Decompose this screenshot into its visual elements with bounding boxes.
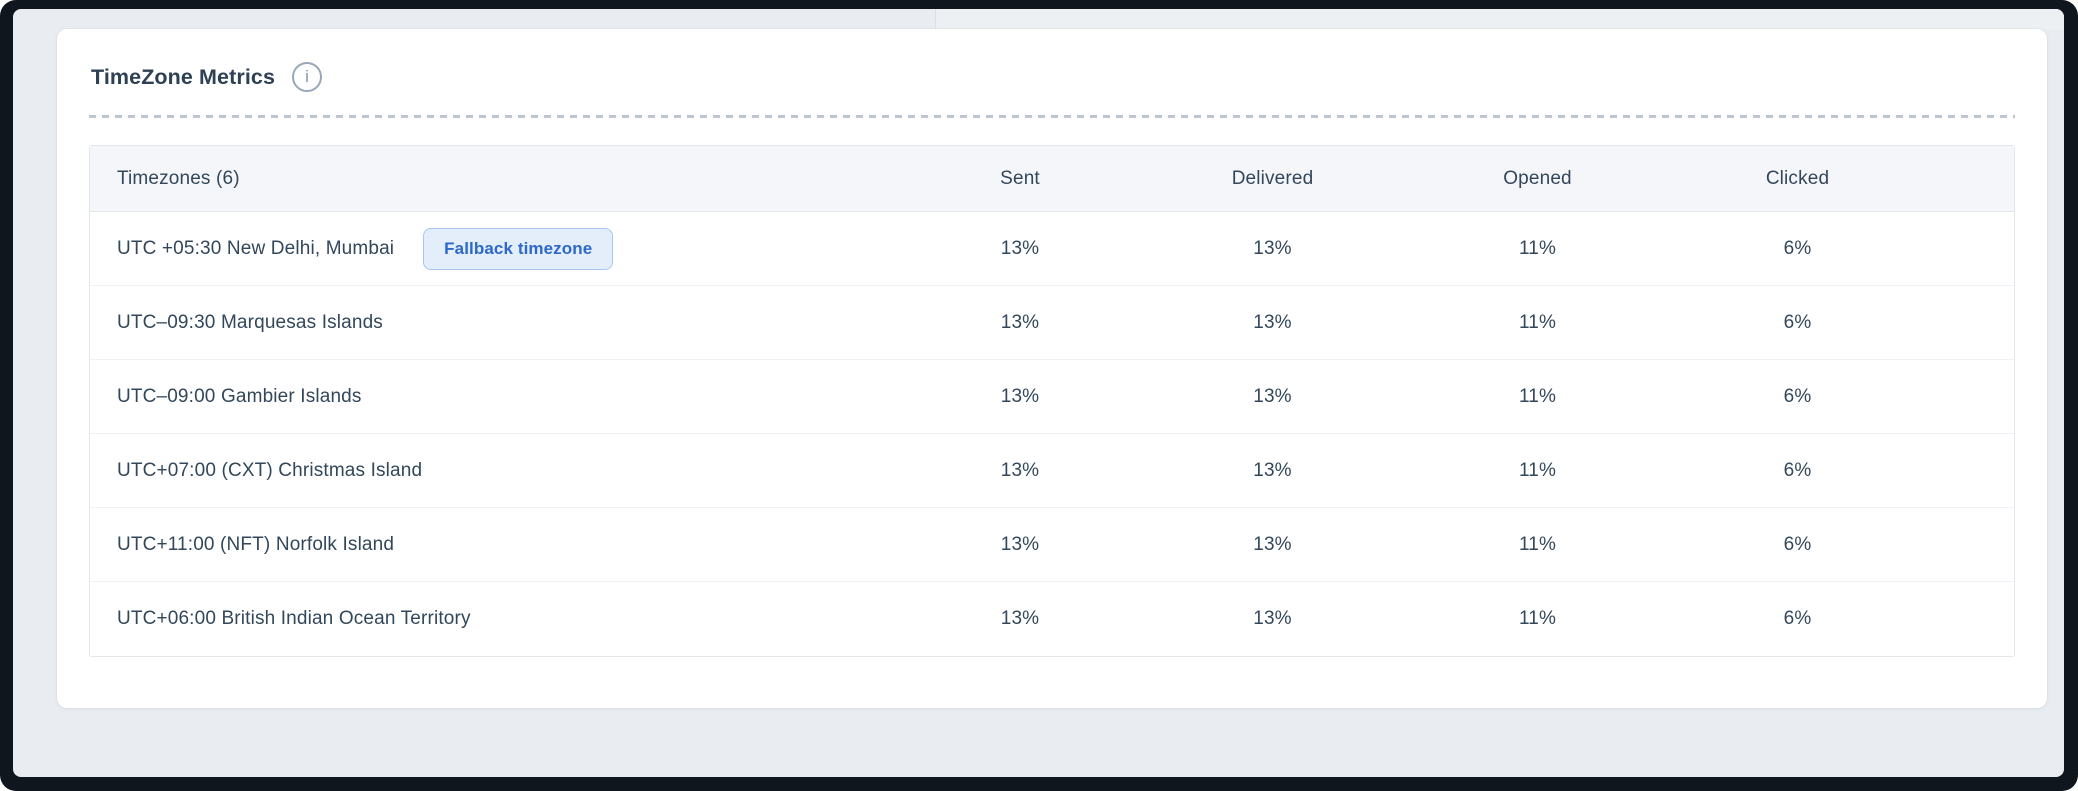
info-icon[interactable]: i <box>292 62 323 92</box>
opened-value: 11% <box>1518 459 1557 481</box>
top-strip <box>936 9 2064 29</box>
timezone-cell: UTC+07:00 (CXT) Christmas Island <box>117 460 895 482</box>
column-header-sent: Sent <box>1000 167 1040 189</box>
timezone-cell: UTC +05:30 New Delhi, Mumbai Fallback ti… <box>117 227 895 270</box>
timezone-cell: UTC–09:30 Marquesas Islands <box>117 312 895 334</box>
opened-value: 11% <box>1518 533 1557 555</box>
timezone-cell: UTC–09:00 Gambier Islands <box>117 386 895 408</box>
table-row: UTC+06:00 British Indian Ocean Territory… <box>90 582 2014 656</box>
column-header-opened: Opened <box>1503 167 1572 189</box>
table-row: UTC+07:00 (CXT) Christmas Island 13% 13%… <box>90 434 2014 508</box>
table-row: UTC–09:00 Gambier Islands 13% 13% 11% 6% <box>90 360 2014 434</box>
table-header-row: Timezones (6) Sent Delivered Opened Clic… <box>90 146 2014 212</box>
column-header-clicked: Clicked <box>1765 167 1830 189</box>
timezone-label: UTC+06:00 British Indian Ocean Territory <box>117 608 471 629</box>
card-header: TimeZone Metrics i <box>89 62 2015 92</box>
timezone-label: UTC–09:30 Marquesas Islands <box>117 311 383 333</box>
fallback-timezone-badge: Fallback timezone <box>423 227 614 270</box>
sent-value: 13% <box>1000 533 1040 555</box>
delivered-value: 13% <box>1253 608 1292 629</box>
page-background: TimeZone Metrics i Timezones (6) Sent De… <box>13 9 2064 777</box>
page-title: TimeZone Metrics <box>91 64 276 89</box>
sent-value: 13% <box>1000 459 1040 481</box>
timezone-metrics-table: Timezones (6) Sent Delivered Opened Clic… <box>89 145 2015 657</box>
delivered-value: 13% <box>1253 237 1292 259</box>
delivered-value: 13% <box>1253 385 1292 407</box>
timezone-label: UTC +05:30 New Delhi, Mumbai <box>117 237 395 259</box>
delivered-value: 13% <box>1253 459 1292 481</box>
clicked-value: 6% <box>1783 237 1812 259</box>
clicked-value: 6% <box>1783 311 1812 333</box>
opened-value: 11% <box>1518 237 1557 259</box>
clicked-value: 6% <box>1783 459 1812 481</box>
timezone-cell: UTC+06:00 British Indian Ocean Territory <box>117 608 895 630</box>
delivered-value: 13% <box>1253 533 1292 555</box>
clicked-value: 6% <box>1783 533 1812 555</box>
timezone-metrics-card: TimeZone Metrics i Timezones (6) Sent De… <box>57 29 2047 708</box>
opened-value: 11% <box>1518 608 1557 629</box>
table-row: UTC+11:00 (NFT) Norfolk Island 13% 13% 1… <box>90 508 2014 582</box>
section-divider <box>89 115 2015 118</box>
table-row: UTC–09:30 Marquesas Islands 13% 13% 11% … <box>90 286 2014 360</box>
opened-value: 11% <box>1518 385 1557 407</box>
column-header-delivered: Delivered <box>1231 167 1314 189</box>
clicked-value: 6% <box>1783 385 1812 407</box>
sent-value: 13% <box>1000 311 1040 333</box>
top-strip-seam <box>935 9 936 29</box>
sent-value: 13% <box>1000 608 1040 629</box>
sent-value: 13% <box>1000 237 1040 259</box>
timezone-label: UTC+11:00 (NFT) Norfolk Island <box>117 533 395 555</box>
column-header-timezones: Timezones (6) <box>117 167 240 189</box>
timezone-cell: UTC+11:00 (NFT) Norfolk Island <box>117 534 895 556</box>
sent-value: 13% <box>1000 385 1040 407</box>
table-row: UTC +05:30 New Delhi, Mumbai Fallback ti… <box>90 212 2014 286</box>
timezone-label: UTC+07:00 (CXT) Christmas Island <box>117 459 423 481</box>
opened-value: 11% <box>1518 311 1557 333</box>
delivered-value: 13% <box>1253 311 1292 333</box>
clicked-value: 6% <box>1783 608 1812 629</box>
timezone-label: UTC–09:00 Gambier Islands <box>117 385 362 407</box>
